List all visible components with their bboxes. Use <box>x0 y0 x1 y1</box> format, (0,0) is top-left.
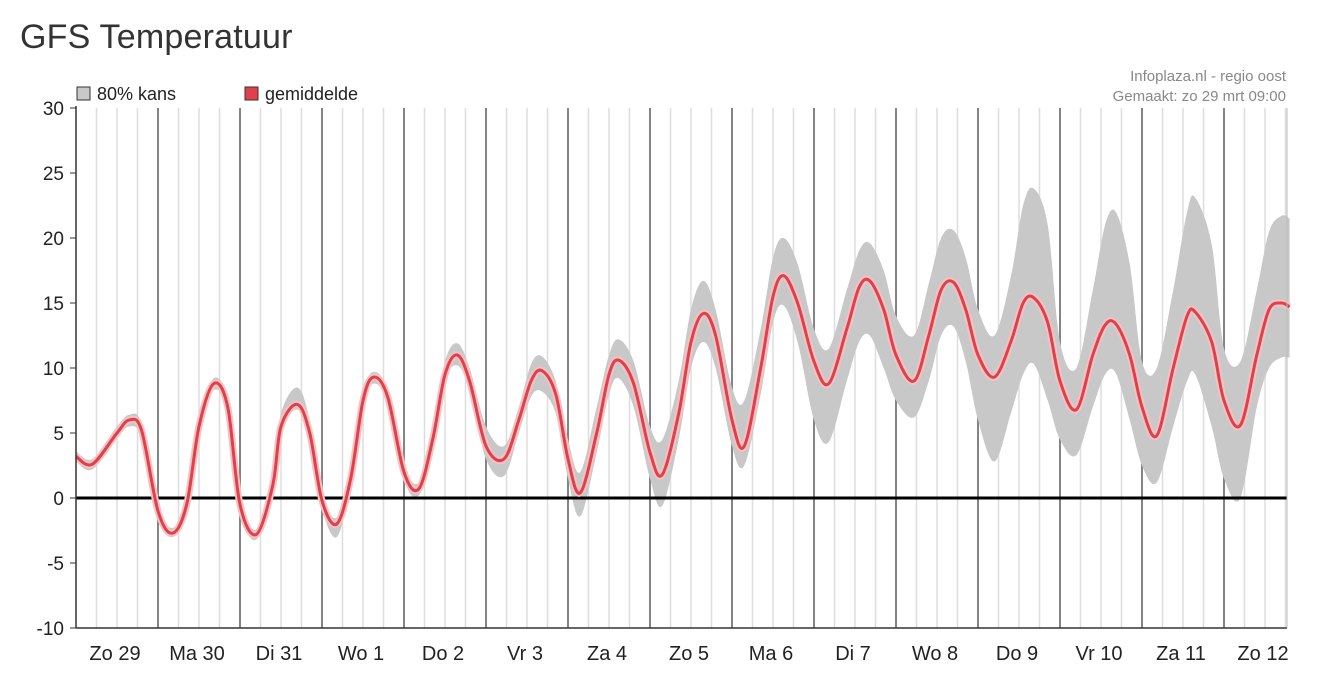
legend-band-swatch <box>76 86 91 101</box>
y-tick-label: 30 <box>43 99 64 120</box>
x-day-label: Zo 5 <box>669 643 709 665</box>
x-day-label: Za 4 <box>587 643 627 665</box>
x-day-label: Wo 1 <box>338 643 384 665</box>
plot-area: 30 25 20 15 10 5 0 -5 -10 Zo 29 Ma 30 Di 31 Wo 1 Do 2… <box>37 99 1292 665</box>
x-day-label: Vr 10 <box>1075 643 1122 665</box>
y-tick-label: -5 <box>47 554 64 575</box>
x-day-label: Di 31 <box>256 643 303 665</box>
y-tick-label: 10 <box>43 359 64 380</box>
page-title: GFS Temperatuur <box>20 18 293 56</box>
x-day-label: Za 11 <box>1156 643 1206 665</box>
credit: Infoplaza.nl - regio oost Gemaakt: zo 29… <box>1113 68 1287 105</box>
x-day-label: Di 7 <box>835 643 871 665</box>
credit-source: Infoplaza.nl - regio oost <box>1130 68 1287 85</box>
band-80pct <box>76 187 1290 541</box>
x-day-label: Ma 30 <box>169 643 225 665</box>
legend-mean-label: gemiddelde <box>265 84 358 104</box>
x-day-label: Do 2 <box>422 643 464 665</box>
y-tick-label: 25 <box>43 164 64 185</box>
x-day-label: Wo 8 <box>912 643 958 665</box>
y-tick-label: 20 <box>43 229 64 250</box>
x-day-label: Ma 6 <box>749 643 793 665</box>
y-tick-label: 15 <box>43 294 64 315</box>
y-tick-label: -10 <box>37 619 64 640</box>
x-day-label: Do 9 <box>996 643 1038 665</box>
x-day-label: Vr 3 <box>507 643 543 665</box>
x-day-label: Zo 29 <box>89 643 140 665</box>
legend-band-label: 80% kans <box>97 84 176 104</box>
temperature-chart: 80% kans gemiddelde Infoplaza.nl - regio… <box>0 60 1325 695</box>
y-tick-label: 0 <box>53 489 64 510</box>
credit-made: Gemaakt: zo 29 mrt 09:00 <box>1113 88 1286 105</box>
mean-line <box>75 274 1291 537</box>
legend: 80% kans gemiddelde <box>76 84 358 104</box>
chart-svg: 80% kans gemiddelde Infoplaza.nl - regio… <box>37 68 1292 665</box>
legend-mean-swatch <box>244 86 259 101</box>
x-day-label: Zo 12 <box>1237 643 1288 665</box>
y-tick-label: 5 <box>53 424 64 445</box>
